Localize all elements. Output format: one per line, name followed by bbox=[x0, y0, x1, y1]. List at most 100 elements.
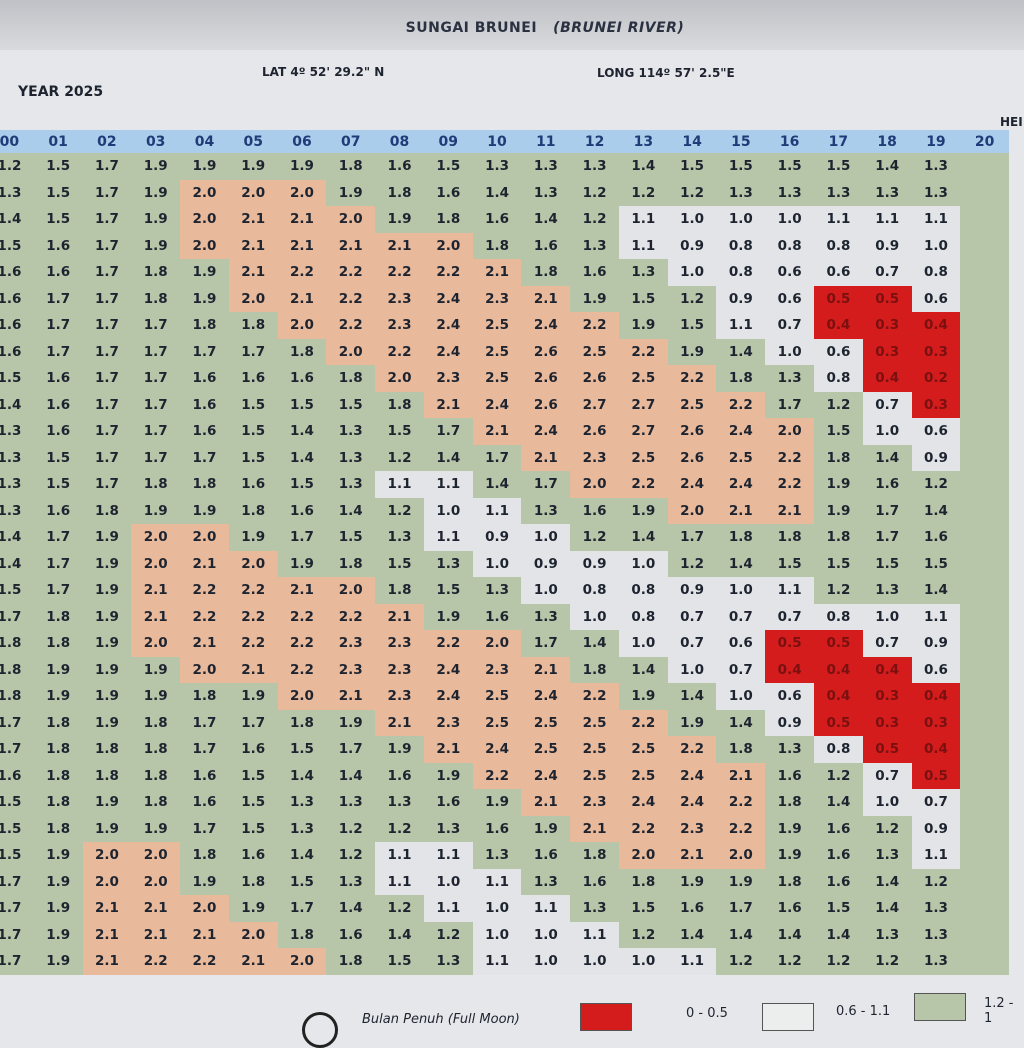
tide-height-cell: 1.3 bbox=[0, 418, 34, 445]
tide-height-cell: 1.7 bbox=[716, 895, 766, 922]
tide-height-cell bbox=[960, 948, 1009, 975]
day-row: 1.7 1.8 1.9 2.1 2.2 2.2 2.2 2.2 2.1 1.9 1.6 1.3 1.0 0… bbox=[0, 603, 1009, 630]
tide-height-cell: 1.5 bbox=[228, 789, 278, 816]
tide-height-cell: 1.5 bbox=[228, 762, 278, 789]
tide-height-cell: 2.2 bbox=[570, 683, 619, 710]
tide-height-cell: 2.3 bbox=[570, 789, 619, 816]
tide-height-cell: 2.3 bbox=[375, 285, 424, 312]
tide-height-cell: 1.4 bbox=[0, 206, 34, 233]
tide-height-cell: 2.1 bbox=[131, 895, 181, 922]
tide-height-cell: 1.8 bbox=[228, 312, 278, 339]
tide-height-cell: 2.1 bbox=[277, 206, 327, 233]
tide-height-cell: 2.3 bbox=[423, 709, 473, 736]
title-en: (BRUNEI RIVER) bbox=[553, 20, 685, 36]
hour-header: 09 bbox=[423, 130, 473, 153]
tide-height-cell: 1.3 bbox=[326, 418, 376, 445]
tide-height-cell: 1.7 bbox=[33, 312, 83, 339]
tide-height-cell: 2.1 bbox=[375, 232, 424, 259]
tide-height-cell: 1.8 bbox=[33, 789, 83, 816]
tide-height-cell: 1.3 bbox=[0, 471, 34, 498]
tide-height-cell: 1.9 bbox=[423, 603, 473, 630]
tide-height-cell: 1.5 bbox=[33, 179, 83, 206]
tide-height-cell: 2.2 bbox=[277, 656, 327, 683]
tide-height-cell: 1.2 bbox=[570, 179, 619, 206]
legend-swatch-white bbox=[762, 1003, 814, 1031]
tide-height-cell: 1.1 bbox=[375, 471, 424, 498]
tide-height-cell: 0.6 bbox=[911, 285, 961, 312]
title-ms: SUNGAI BRUNEI bbox=[405, 20, 538, 36]
tide-height-cell: 1.8 bbox=[131, 736, 181, 763]
tide-height-cell: 0.5 bbox=[911, 762, 961, 789]
tide-height-cell: 1.3 bbox=[716, 179, 766, 206]
tide-height-cell: 1.7 bbox=[521, 471, 571, 498]
tide-height-cell: 0.7 bbox=[716, 656, 766, 683]
tide-height-cell: 1.2 bbox=[618, 921, 668, 948]
tide-height-cell: 1.9 bbox=[228, 153, 278, 180]
tide-height-cell: 0.5 bbox=[814, 630, 863, 657]
tide-height-cell: 1.1 bbox=[862, 206, 912, 233]
tide-height-cell: 1.0 bbox=[716, 577, 766, 604]
tide-height-cell: 2.3 bbox=[472, 285, 522, 312]
tide-height-cell: 1.9 bbox=[521, 815, 571, 842]
tide-height-cell: 0.8 bbox=[618, 603, 668, 630]
tide-height-cell: 1.6 bbox=[228, 365, 278, 392]
tide-height-cell: 1.7 bbox=[667, 524, 717, 551]
tide-height-cell: 1.6 bbox=[228, 471, 278, 498]
tide-height-cell: 1.5 bbox=[228, 391, 278, 418]
tide-height-cell: 1.7 bbox=[0, 948, 34, 975]
tide-height-cell: 1.6 bbox=[277, 497, 327, 524]
tide-height-cell: 1.9 bbox=[82, 603, 132, 630]
tide-height-cell bbox=[960, 338, 1009, 365]
tide-height-cell: 1.4 bbox=[0, 391, 34, 418]
tide-height-cell: 2.0 bbox=[765, 418, 815, 445]
legend-swatch-red bbox=[580, 1003, 632, 1031]
tide-height-cell: 0.4 bbox=[765, 656, 815, 683]
hour-header: 17 bbox=[814, 130, 863, 153]
hour-header: 12 bbox=[570, 130, 619, 153]
tide-height-cell bbox=[960, 630, 1009, 657]
tide-height-cell: 2.0 bbox=[375, 365, 424, 392]
tide-height-cell: 1.9 bbox=[82, 577, 132, 604]
tide-height-cell: 1.5 bbox=[0, 842, 34, 869]
hour-header: 20 bbox=[960, 130, 1009, 153]
tide-height-cell: 1.1 bbox=[911, 603, 961, 630]
tide-height-cell: 1.2 bbox=[667, 179, 717, 206]
tide-height-cell: 2.1 bbox=[472, 259, 522, 286]
tide-height-cell: 1.1 bbox=[521, 895, 571, 922]
tide-height-cell: 1.6 bbox=[814, 842, 863, 869]
tide-height-cell: 0.5 bbox=[765, 630, 815, 657]
tide-height-cell: 1.2 bbox=[862, 948, 912, 975]
tide-height-cell: 2.1 bbox=[131, 603, 181, 630]
tide-height-cell: 0.9 bbox=[716, 285, 766, 312]
tide-height-cell: 1.9 bbox=[131, 206, 181, 233]
tide-height-cell: 1.7 bbox=[0, 736, 34, 763]
tide-height-cell bbox=[960, 444, 1009, 471]
tide-height-cell: 1.8 bbox=[765, 868, 815, 895]
hour-header: 08 bbox=[375, 130, 424, 153]
tide-height-cell: 1.0 bbox=[521, 921, 571, 948]
tide-height-cell: 2.0 bbox=[131, 842, 181, 869]
tide-height-cell: 1.3 bbox=[862, 842, 912, 869]
tide-height-cell: 1.8 bbox=[0, 683, 34, 710]
tide-height-cell: 1.8 bbox=[716, 736, 766, 763]
tide-height-cell: 1.6 bbox=[521, 232, 571, 259]
tide-height-cell: 0.7 bbox=[862, 391, 912, 418]
tide-height-cell: 1.2 bbox=[570, 206, 619, 233]
tide-height-cell: 2.1 bbox=[375, 603, 424, 630]
tide-height-cell bbox=[960, 206, 1009, 233]
tide-height-cell: 1.1 bbox=[570, 921, 619, 948]
tide-height-cell: 0.8 bbox=[814, 736, 863, 763]
tide-height-cell: 1.6 bbox=[570, 497, 619, 524]
tide-height-cell: 2.0 bbox=[326, 206, 376, 233]
tide-height-cell: 2.3 bbox=[375, 312, 424, 339]
tide-height-cell: 1.1 bbox=[765, 577, 815, 604]
tide-height-cell: 0.7 bbox=[667, 603, 717, 630]
tide-height-cell: 1.9 bbox=[180, 497, 229, 524]
tide-height-cell: 1.5 bbox=[667, 153, 717, 180]
tide-height-cell: 1.8 bbox=[423, 206, 473, 233]
tide-height-cell: 1.8 bbox=[82, 736, 132, 763]
tide-height-cell: 2.0 bbox=[180, 895, 229, 922]
tide-height-cell: 1.9 bbox=[667, 338, 717, 365]
tide-height-cell: 1.7 bbox=[82, 285, 132, 312]
tide-height-cell bbox=[960, 683, 1009, 710]
